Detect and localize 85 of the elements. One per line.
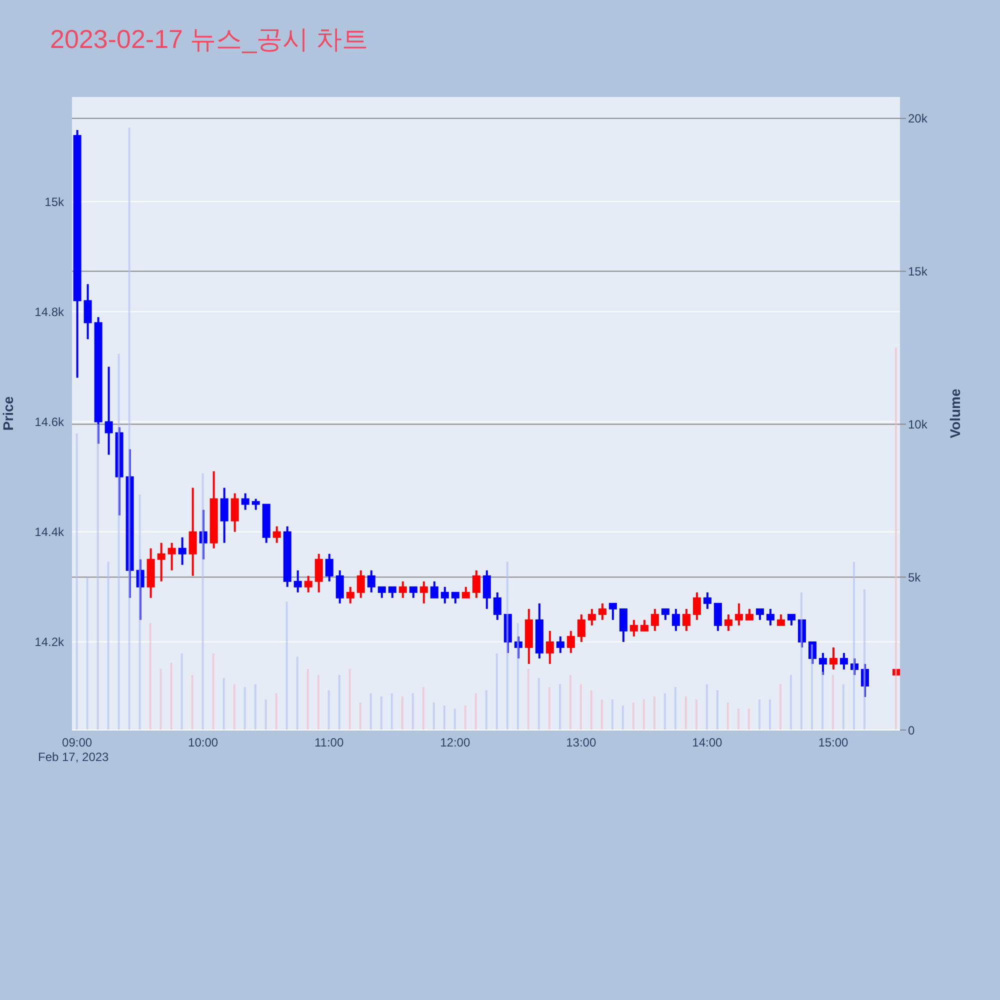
candlestick [714,602,722,632]
x-tick-label: 15:00 [818,736,849,750]
y-tick-label: 14.6k [34,415,65,430]
y2-axis-title: Volume [946,388,963,438]
candlestick [829,646,838,670]
candlestick [241,492,250,511]
x-tick-label: 11:00 [314,736,344,750]
y-tick-label: 14.8k [34,304,65,319]
candlestick [588,608,596,626]
text: Feb 17, 2023 [38,750,109,764]
candlestick [388,586,396,599]
candlestick [230,492,239,533]
candlestick [84,283,92,340]
candlestick [472,569,480,599]
candlestick [294,569,302,594]
candlestick [787,613,796,626]
candlestick [598,602,606,621]
y2-tick-label: 20k [908,112,928,126]
candlestick [692,591,701,621]
candlestick [272,525,281,544]
candlestick [178,536,186,566]
y2-tick-label: 5k [908,570,922,584]
candlestick [168,542,176,572]
candlestick [630,618,638,638]
candlestick [451,591,460,604]
x-tick-label: 12:00 [440,736,470,750]
candlestick [756,608,764,621]
candlestick [430,580,438,599]
candlestick [734,602,743,626]
candlestick [566,630,575,654]
candlestick [514,635,522,660]
candlestick [462,586,470,599]
candlestick [661,608,670,621]
y2-tick-label: 0 [908,723,915,738]
x-tick-label: 10:00 [188,736,218,750]
candlestick [619,608,628,643]
candlestick [409,586,418,599]
candlestick [860,662,869,698]
candlestick [325,552,334,582]
candlestick [798,618,806,648]
candlestick [724,613,732,632]
candlestick [546,630,554,665]
x-tick-label: 09:00 [62,736,92,750]
candlestick [346,586,354,604]
candlestick [703,591,712,610]
candlestick [840,652,848,670]
candlestick [556,635,564,654]
candlestick [199,508,208,560]
candlestick [766,608,774,626]
candlestick [672,608,680,632]
candlestick [398,580,407,599]
candlestick [808,640,816,665]
candlestick [440,586,449,604]
x-tick-label: 14:00 [692,736,723,750]
candlestick [367,569,376,594]
candlestick [650,608,659,632]
y-axis-title: Price [0,396,16,431]
candlestick [220,486,228,544]
candlestick [378,586,386,599]
candlestick [314,552,323,594]
candlestick [776,613,785,626]
candlestick [482,569,491,610]
candlestick [252,498,260,511]
candlestick [745,608,754,621]
candlestick [356,569,365,599]
candlestick [608,602,617,621]
candlestick [188,486,197,577]
x-tick-label: 13:00 [566,736,596,750]
y-tick-label: 15k [44,194,65,209]
chart-title: 2023-02-17 뉴스_공시 차트 [50,23,368,56]
candlestick [640,618,648,632]
y2-tick-label: 10k [908,417,928,432]
candlestick [420,580,428,604]
candlestick [304,574,312,594]
candlestick [136,558,144,621]
candlestick [493,591,502,621]
y-tick-label: 14.2k [34,635,65,650]
candlestick [104,366,113,456]
candlestick [336,569,344,604]
y2-tick-label: 15k [908,264,928,279]
candlestick [682,608,690,632]
candlestick [577,613,586,643]
candlestick [157,542,166,582]
candlestick [850,657,858,676]
y-tick-label: 14.4k [34,525,65,540]
